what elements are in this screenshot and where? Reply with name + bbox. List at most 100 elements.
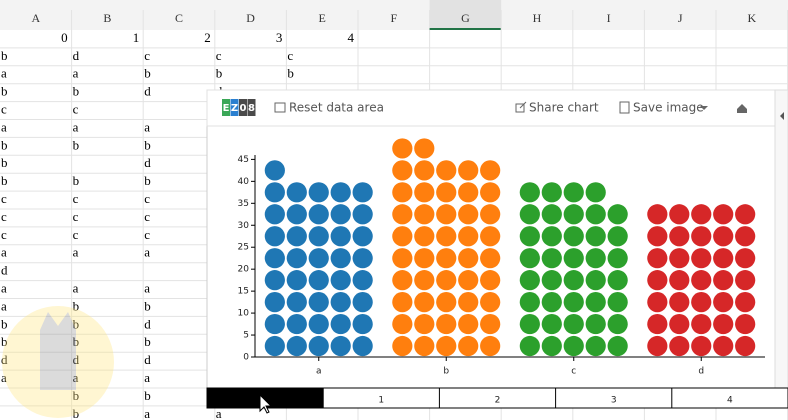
cell[interactable]: 1: [133, 30, 140, 45]
cell[interactable]: a: [1, 66, 7, 81]
cell[interactable]: b: [1, 334, 8, 349]
column-header[interactable]: F: [390, 11, 397, 25]
cell[interactable]: c: [1, 227, 7, 242]
column-header[interactable]: I: [607, 11, 611, 25]
dot: [585, 182, 606, 203]
cell[interactable]: a: [73, 66, 79, 81]
cell[interactable]: b: [73, 406, 80, 420]
cell[interactable]: c: [287, 48, 293, 63]
cell[interactable]: b: [144, 388, 151, 403]
dot: [647, 248, 668, 269]
home-button[interactable]: [737, 104, 747, 113]
cell[interactable]: c: [73, 102, 79, 117]
column-header[interactable]: H: [533, 11, 542, 25]
cell[interactable]: d: [144, 352, 151, 367]
cell[interactable]: d: [144, 155, 151, 170]
strip-header[interactable]: 1: [378, 396, 384, 406]
cell[interactable]: a: [73, 119, 79, 134]
dot: [480, 204, 501, 225]
cell[interactable]: c: [73, 227, 79, 242]
dot: [519, 204, 540, 225]
dot: [414, 160, 435, 181]
cell[interactable]: d: [144, 316, 151, 331]
cell[interactable]: c: [73, 191, 79, 206]
dot: [519, 335, 540, 357]
cell[interactable]: b: [73, 173, 80, 188]
cell[interactable]: b: [73, 84, 80, 99]
cell[interactable]: 4: [348, 30, 355, 45]
strip-header[interactable]: 4: [727, 396, 733, 406]
dot: [458, 270, 479, 291]
column-header[interactable]: K: [747, 11, 756, 25]
cell[interactable]: d: [144, 84, 151, 99]
share-button[interactable]: Share chart: [529, 101, 599, 115]
cell[interactable]: a: [144, 370, 150, 385]
side-tab[interactable]: [774, 89, 788, 391]
save-icon: [619, 101, 630, 114]
cell[interactable]: d: [73, 48, 80, 63]
reset-button[interactable]: Reset data area: [289, 101, 384, 115]
cell[interactable]: c: [73, 209, 79, 224]
cell[interactable]: c: [144, 48, 150, 63]
strip-corner[interactable]: [207, 388, 324, 408]
cell[interactable]: b: [144, 334, 151, 349]
dot: [352, 182, 373, 203]
cell[interactable]: b: [144, 298, 151, 313]
column-header[interactable]: E: [319, 11, 326, 25]
cell[interactable]: b: [1, 316, 8, 331]
cell[interactable]: b: [73, 334, 80, 349]
cell[interactable]: b: [144, 137, 151, 152]
cell[interactable]: a: [144, 245, 150, 260]
cell[interactable]: b: [73, 388, 80, 403]
cell[interactable]: a: [1, 119, 7, 134]
dot: [563, 313, 584, 335]
cell[interactable]: c: [144, 191, 150, 206]
cell[interactable]: b: [144, 66, 151, 81]
dot: [392, 292, 413, 313]
cell[interactable]: a: [144, 406, 150, 420]
dot: [308, 292, 329, 313]
cell[interactable]: a: [73, 245, 79, 260]
cell[interactable]: a: [144, 281, 150, 296]
cell[interactable]: a: [73, 281, 79, 296]
cell[interactable]: c: [1, 102, 7, 117]
strip-header[interactable]: 2: [495, 396, 501, 406]
cell[interactable]: c: [144, 209, 150, 224]
strip-header[interactable]: 3: [611, 396, 617, 406]
cell[interactable]: a: [144, 119, 150, 134]
cell[interactable]: b: [1, 137, 8, 152]
cell[interactable]: b: [1, 155, 8, 170]
column-header[interactable]: J: [678, 11, 683, 25]
cell[interactable]: b: [1, 84, 8, 99]
cell[interactable]: c: [1, 209, 7, 224]
cell[interactable]: a: [1, 370, 7, 385]
cell[interactable]: b: [73, 137, 80, 152]
cell[interactable]: b: [144, 173, 151, 188]
column-header[interactable]: G: [461, 11, 470, 25]
cell[interactable]: c: [144, 227, 150, 242]
column-header[interactable]: A: [31, 11, 40, 25]
cell[interactable]: a: [1, 245, 7, 260]
cell[interactable]: 3: [276, 30, 283, 45]
column-header[interactable]: C: [175, 11, 183, 25]
cell[interactable]: b: [216, 66, 223, 81]
cell[interactable]: c: [1, 191, 7, 206]
cell[interactable]: a: [73, 370, 79, 385]
cell[interactable]: 0: [61, 30, 68, 45]
column-header[interactable]: B: [103, 11, 111, 25]
save-button[interactable]: Save image: [633, 101, 704, 115]
cell[interactable]: b: [73, 298, 80, 313]
cell[interactable]: b: [287, 66, 294, 81]
cell[interactable]: b: [1, 173, 8, 188]
cell[interactable]: a: [216, 406, 222, 420]
cell[interactable]: b: [73, 316, 80, 331]
column-header[interactable]: D: [246, 11, 255, 25]
cell[interactable]: 2: [204, 30, 211, 45]
cell[interactable]: b: [1, 48, 8, 63]
cell[interactable]: a: [1, 281, 7, 296]
cell[interactable]: d: [1, 263, 8, 278]
cell[interactable]: d: [1, 352, 8, 367]
cell[interactable]: d: [73, 352, 80, 367]
cell[interactable]: c: [216, 48, 222, 63]
cell[interactable]: a: [1, 298, 7, 313]
